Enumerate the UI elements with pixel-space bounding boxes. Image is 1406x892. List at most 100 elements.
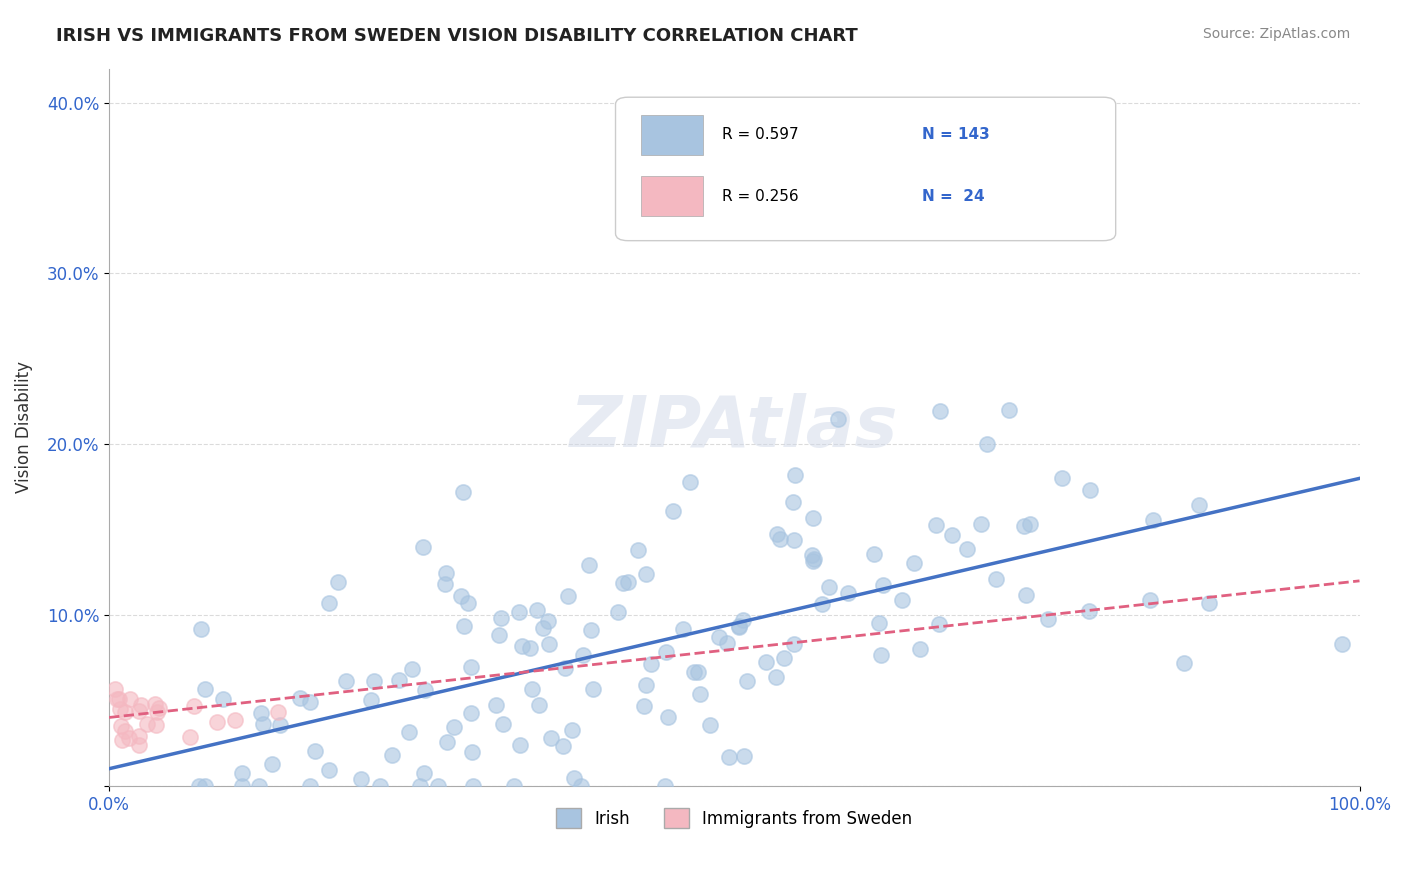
Immigrants from Sweden: [148, 700, 170, 714]
Immigrants from Sweden: [179, 731, 201, 745]
Irish: [194, 681, 217, 696]
Text: R = 0.597: R = 0.597: [721, 127, 799, 142]
Irish: [970, 517, 993, 532]
Irish: [194, 779, 217, 793]
Irish: [1142, 513, 1164, 527]
Immigrants from Sweden: [207, 715, 229, 730]
Irish: [627, 543, 650, 558]
Irish: [1078, 483, 1101, 498]
Irish: [727, 620, 749, 634]
Irish: [231, 766, 253, 780]
Text: R = 0.256: R = 0.256: [721, 189, 799, 203]
Irish: [520, 682, 543, 697]
Irish: [510, 640, 533, 654]
Immigrants from Sweden: [128, 729, 150, 743]
Irish: [231, 779, 253, 793]
Irish: [811, 597, 834, 611]
Irish: [557, 589, 579, 603]
Irish: [450, 589, 472, 603]
Irish: [572, 648, 595, 662]
Irish: [716, 635, 738, 649]
Immigrants from Sweden: [224, 713, 246, 727]
Irish: [451, 485, 474, 500]
FancyBboxPatch shape: [616, 97, 1116, 241]
Irish: [519, 640, 541, 655]
Irish: [929, 404, 952, 418]
Irish: [803, 552, 825, 566]
Irish: [564, 771, 586, 785]
Irish: [662, 504, 685, 518]
Irish: [765, 526, 787, 541]
Irish: [304, 744, 326, 758]
Irish: [765, 670, 787, 684]
Text: ZIPAtlas: ZIPAtlas: [569, 392, 898, 462]
Text: N = 143: N = 143: [922, 127, 990, 142]
Irish: [689, 687, 711, 701]
Irish: [707, 630, 730, 644]
Irish: [491, 610, 513, 624]
Irish: [1139, 593, 1161, 607]
Irish: [262, 756, 284, 771]
Irish: [485, 698, 508, 712]
Irish: [527, 698, 550, 713]
Irish: [616, 575, 638, 590]
Irish: [492, 717, 515, 731]
Irish: [769, 533, 792, 547]
Y-axis label: Vision Disability: Vision Disability: [15, 361, 32, 493]
Irish: [733, 748, 755, 763]
Irish: [1331, 637, 1354, 651]
Irish: [578, 558, 600, 572]
Irish: [755, 655, 778, 669]
Irish: [783, 637, 806, 651]
Irish: [318, 596, 340, 610]
Irish: [699, 718, 721, 732]
Immigrants from Sweden: [111, 732, 134, 747]
Immigrants from Sweden: [143, 698, 166, 712]
Irish: [872, 578, 894, 592]
Irish: [1015, 588, 1038, 602]
Immigrants from Sweden: [267, 705, 290, 719]
Irish: [318, 764, 340, 778]
Irish: [460, 745, 482, 759]
Irish: [398, 724, 420, 739]
Irish: [782, 495, 804, 509]
Irish: [817, 580, 839, 594]
Immigrants from Sweden: [183, 699, 205, 714]
Irish: [531, 621, 554, 635]
Irish: [801, 553, 824, 567]
Irish: [827, 412, 849, 426]
Irish: [1173, 656, 1195, 670]
Immigrants from Sweden: [128, 739, 150, 753]
Irish: [190, 622, 212, 636]
Irish: [654, 779, 676, 793]
Immigrants from Sweden: [129, 698, 152, 713]
Irish: [579, 623, 602, 637]
Irish: [433, 577, 456, 591]
Immigrants from Sweden: [105, 692, 128, 706]
Irish: [941, 528, 963, 542]
Irish: [868, 616, 890, 631]
Irish: [326, 575, 349, 590]
Irish: [381, 747, 404, 762]
Immigrants from Sweden: [118, 731, 141, 746]
Irish: [335, 673, 357, 688]
Immigrants from Sweden: [118, 691, 141, 706]
Irish: [538, 637, 561, 651]
Irish: [634, 567, 657, 582]
Text: IRISH VS IMMIGRANTS FROM SWEDEN VISION DISABILITY CORRELATION CHART: IRISH VS IMMIGRANTS FROM SWEDEN VISION D…: [56, 27, 858, 45]
Irish: [582, 682, 605, 697]
Irish: [508, 605, 530, 619]
Irish: [783, 533, 806, 548]
Irish: [728, 619, 751, 633]
Irish: [801, 511, 824, 525]
Irish: [569, 779, 592, 793]
Irish: [717, 750, 740, 764]
Irish: [299, 695, 322, 709]
Irish: [976, 437, 998, 451]
Irish: [870, 648, 893, 663]
Irish: [1050, 471, 1073, 485]
Irish: [443, 720, 465, 734]
Irish: [187, 779, 209, 793]
Irish: [986, 572, 1008, 586]
Immigrants from Sweden: [107, 692, 129, 706]
